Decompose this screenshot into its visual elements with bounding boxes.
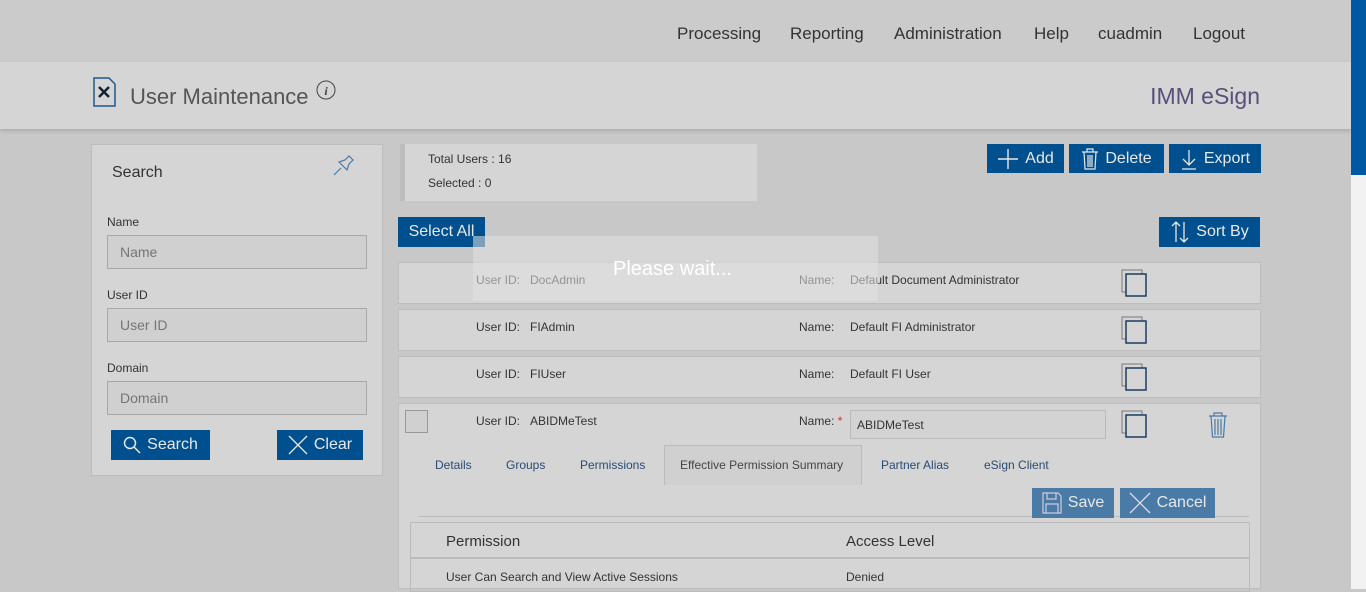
copy-icon[interactable] bbox=[1121, 410, 1149, 438]
scrollbar-thumb[interactable] bbox=[1351, 0, 1366, 175]
userid-value: ABIDMeTest bbox=[530, 414, 597, 428]
trash-icon[interactable] bbox=[1207, 411, 1229, 439]
search-button-label: Search bbox=[147, 436, 198, 453]
userid-value: FIUser bbox=[530, 367, 566, 381]
nav-processing[interactable]: Processing bbox=[677, 24, 762, 43]
total-users: Total Users : 16 bbox=[428, 152, 512, 166]
trash-icon bbox=[1082, 147, 1099, 170]
download-icon bbox=[1181, 149, 1196, 170]
nav-user[interactable]: cuadmin bbox=[1098, 24, 1163, 43]
search-panel: Search Name User ID Domain Search Clear bbox=[91, 144, 383, 476]
sort-by-label: Sort By bbox=[1196, 223, 1249, 240]
header-permission: Permission bbox=[446, 533, 521, 550]
loading-text: Please wait... bbox=[613, 258, 732, 280]
copy-icon[interactable] bbox=[1121, 363, 1149, 391]
delete-button[interactable]: Delete bbox=[1069, 144, 1164, 173]
page-title: User Maintenance bbox=[130, 84, 309, 109]
name-label: Name: * bbox=[799, 414, 842, 428]
selected-count: Selected : 0 bbox=[428, 176, 492, 190]
search-title: Search bbox=[112, 164, 163, 181]
userid-label: User ID: bbox=[476, 414, 521, 428]
title-bar bbox=[0, 62, 1351, 129]
table-header bbox=[411, 523, 1249, 559]
nav-administration[interactable]: Administration bbox=[894, 24, 1002, 43]
header-access-level: Access Level bbox=[846, 533, 935, 550]
user-maintenance-icon bbox=[93, 77, 116, 107]
export-label: Export bbox=[1203, 149, 1251, 167]
delete-label: Delete bbox=[1105, 149, 1152, 167]
required-mark: * bbox=[837, 414, 843, 428]
divider bbox=[419, 516, 1249, 517]
tab-partner-alias[interactable]: Partner Alias bbox=[881, 458, 950, 472]
sort-icon bbox=[1171, 221, 1189, 243]
userid-input[interactable] bbox=[107, 308, 367, 342]
info-icon[interactable]: i bbox=[316, 80, 336, 100]
name-value: Default Document Administrator bbox=[850, 273, 1020, 287]
nav-reporting[interactable]: Reporting bbox=[790, 24, 864, 43]
cancel-button[interactable]: Cancel bbox=[1120, 488, 1215, 518]
clear-button[interactable]: Clear bbox=[277, 430, 363, 460]
nav-logout[interactable]: Logout bbox=[1193, 24, 1245, 43]
name-value: Default FI User bbox=[850, 367, 931, 381]
permission-table: Permission Access Level User Can Search … bbox=[410, 522, 1250, 592]
brand-name: IMM eSign bbox=[1150, 83, 1260, 109]
search-button[interactable]: Search bbox=[111, 430, 210, 460]
pin-icon[interactable] bbox=[330, 153, 356, 179]
name-label-text: Name: bbox=[799, 414, 835, 428]
tab-permissions[interactable]: Permissions bbox=[580, 458, 646, 472]
loading-overlay: Please wait... bbox=[473, 236, 878, 301]
userid-value: FIAdmin bbox=[530, 320, 575, 334]
clear-button-label: Clear bbox=[313, 436, 353, 453]
save-label: Save bbox=[1067, 494, 1105, 511]
tab-details[interactable]: Details bbox=[435, 458, 472, 472]
sort-by-button[interactable]: Sort By bbox=[1159, 217, 1260, 247]
name-input[interactable] bbox=[850, 410, 1106, 439]
row-checkbox[interactable] bbox=[405, 410, 428, 433]
domain-label: Domain bbox=[107, 361, 149, 375]
close-icon bbox=[288, 435, 308, 455]
tab-esign-client[interactable]: eSign Client bbox=[984, 458, 1049, 472]
name-input[interactable] bbox=[107, 235, 367, 269]
tab-groups[interactable]: Groups bbox=[506, 458, 546, 472]
name-value: Default FI Administrator bbox=[850, 320, 976, 334]
copy-icon[interactable] bbox=[1121, 316, 1149, 344]
add-button[interactable]: Add bbox=[987, 144, 1064, 173]
close-icon bbox=[1129, 492, 1151, 514]
name-label: Name: bbox=[799, 367, 835, 381]
userid-label: User ID: bbox=[476, 367, 521, 381]
add-label: Add bbox=[1025, 149, 1054, 167]
access-level-cell: Denied bbox=[846, 570, 885, 584]
select-all-button[interactable]: Select All bbox=[398, 217, 485, 247]
save-icon bbox=[1042, 492, 1062, 514]
nav-help[interactable]: Help bbox=[1034, 24, 1069, 43]
tab-effective-permission-summary[interactable]: Effective Permission Summary bbox=[680, 458, 844, 472]
top-nav: Processing Reporting Administration Help… bbox=[0, 0, 1351, 62]
cancel-label: Cancel bbox=[1156, 494, 1207, 511]
plus-icon bbox=[998, 148, 1019, 169]
name-label: Name: bbox=[799, 320, 835, 334]
search-icon bbox=[123, 436, 141, 454]
name-label: Name bbox=[107, 215, 140, 229]
copy-icon[interactable] bbox=[1121, 269, 1149, 297]
userid-label: User ID: bbox=[476, 320, 521, 334]
domain-input[interactable] bbox=[107, 381, 367, 415]
svg-text:i: i bbox=[324, 84, 328, 98]
user-row[interactable]: User ID: FIUser Name: Default FI User bbox=[398, 356, 1261, 398]
userid-label: User ID bbox=[107, 288, 148, 302]
user-row-expanded: User ID: ABIDMeTest Name: * Save Cancel … bbox=[398, 403, 1261, 592]
active-tab-bg bbox=[664, 445, 862, 485]
save-button[interactable]: Save bbox=[1032, 488, 1114, 518]
export-button[interactable]: Export bbox=[1169, 144, 1261, 173]
user-row[interactable]: User ID: FIAdmin Name: Default FI Admini… bbox=[398, 309, 1261, 351]
summary-box: Total Users : 16 Selected : 0 bbox=[400, 144, 757, 201]
permission-cell: User Can Search and View Active Sessions bbox=[446, 570, 678, 584]
